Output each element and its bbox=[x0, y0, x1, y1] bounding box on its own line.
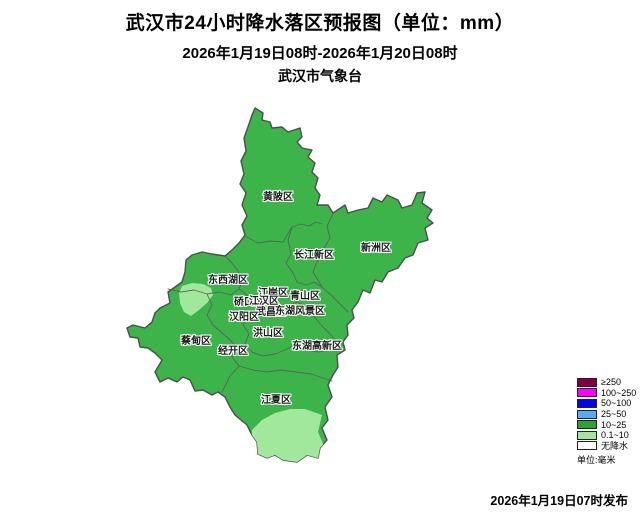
agency-name: 武汉市气象台 bbox=[278, 68, 362, 84]
legend-label: 25~50 bbox=[601, 409, 627, 420]
legend-color-swatch bbox=[577, 398, 597, 408]
legend-row: 无降水 bbox=[577, 441, 636, 452]
legend-rows: ≥250 100~250 50~100 25~50 10~25 0.1~10 无降水 bbox=[577, 377, 636, 451]
forecast-period: 2026年1月19日08时-2026年1月20日08时 bbox=[182, 45, 458, 62]
district-label: 江岸区 bbox=[258, 288, 288, 299]
district-label: 武昌区 bbox=[256, 307, 286, 318]
legend-color-swatch bbox=[577, 430, 597, 440]
light-rain-patch-jiangxia bbox=[250, 409, 324, 462]
legend-label: 50~100 bbox=[601, 398, 632, 409]
district-label: 新洲区 bbox=[361, 243, 391, 254]
legend-row: 100~250 bbox=[577, 388, 636, 399]
legend-label: 0.1~10 bbox=[601, 430, 629, 441]
legend-row: 25~50 bbox=[577, 409, 636, 420]
legend-color-swatch bbox=[577, 420, 597, 430]
legend-label: ≥250 bbox=[601, 377, 621, 388]
district-label: 硚口区 bbox=[234, 297, 264, 308]
legend-color-swatch bbox=[577, 388, 597, 398]
district-label: 黄陂区 bbox=[263, 192, 293, 203]
district-label: 东湖高新区 bbox=[292, 341, 342, 352]
legend-row: 10~25 bbox=[577, 419, 636, 430]
district-borders bbox=[167, 213, 349, 393]
city-boundary bbox=[126, 107, 434, 463]
legend-row: ≥250 bbox=[577, 377, 636, 388]
district-label: 江汉区 bbox=[249, 296, 279, 307]
district-label: 青山区 bbox=[290, 291, 320, 302]
page-title: 武汉市24小时降水落区预报图（单位：mm） bbox=[125, 13, 515, 34]
legend-row: 0.1~10 bbox=[577, 430, 636, 441]
district-label: 江夏区 bbox=[261, 395, 291, 406]
district-label: 东湖风景区 bbox=[275, 306, 325, 317]
legend-label: 10~25 bbox=[601, 419, 627, 430]
district-label: 经开区 bbox=[218, 346, 248, 357]
legend-row: 50~100 bbox=[577, 398, 636, 409]
legend-label: 100~250 bbox=[601, 387, 637, 398]
district-label: 蔡甸区 bbox=[181, 336, 211, 347]
district-label: 洪山区 bbox=[253, 328, 283, 339]
legend-color-swatch bbox=[577, 441, 597, 451]
district-label: 东西湖区 bbox=[208, 275, 248, 286]
district-label: 汉阳区 bbox=[229, 312, 259, 323]
legend-color-swatch bbox=[577, 377, 597, 387]
legend-unit-note: 单位:毫米 bbox=[577, 455, 616, 466]
precip-legend: ≥250 100~250 50~100 25~50 10~25 0.1~10 无降水 单位:… bbox=[577, 377, 636, 466]
legend-color-swatch bbox=[577, 409, 597, 419]
legend-label: 无降水 bbox=[601, 441, 629, 452]
district-label: 长江新区 bbox=[294, 250, 334, 261]
issue-time: 2026年1月19日07时发布 bbox=[490, 494, 628, 508]
